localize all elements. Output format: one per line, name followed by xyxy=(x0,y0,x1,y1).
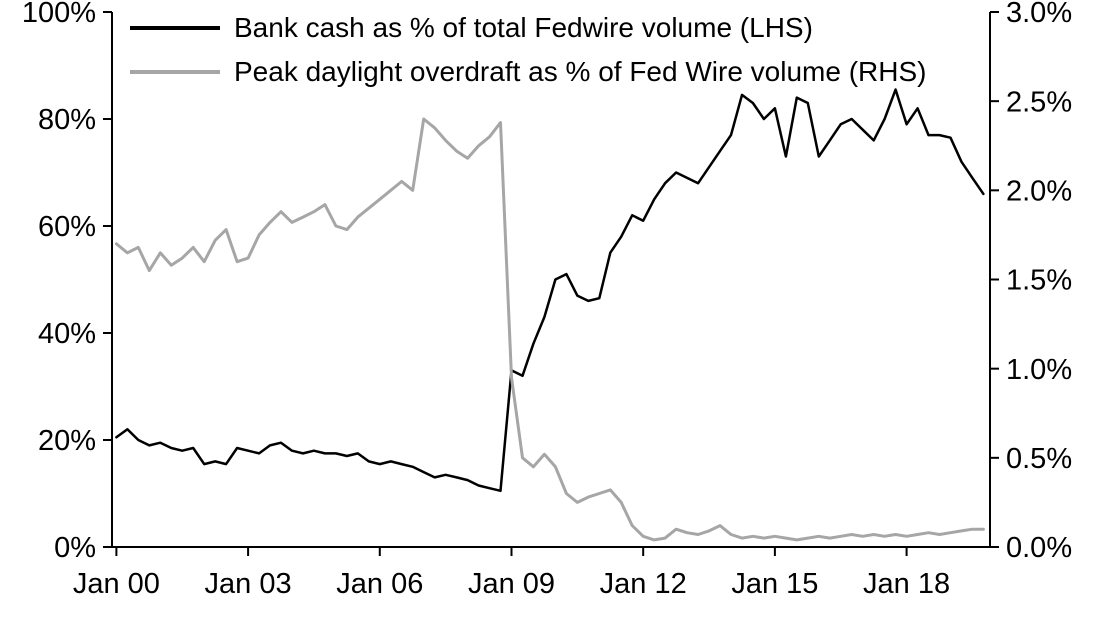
svg-text:60%: 60% xyxy=(38,211,96,243)
svg-text:0.5%: 0.5% xyxy=(1006,443,1072,475)
svg-text:0%: 0% xyxy=(54,532,96,564)
svg-text:Jan 12: Jan 12 xyxy=(600,568,687,600)
black-line-swatch xyxy=(130,26,220,30)
svg-text:100%: 100% xyxy=(22,0,96,29)
svg-text:Jan 06: Jan 06 xyxy=(336,568,423,600)
svg-text:Jan 09: Jan 09 xyxy=(468,568,555,600)
svg-text:20%: 20% xyxy=(38,425,96,457)
svg-text:1.0%: 1.0% xyxy=(1006,354,1072,386)
legend: Bank cash as % of total Fedwire volume (… xyxy=(130,6,926,94)
svg-text:1.5%: 1.5% xyxy=(1006,265,1072,297)
svg-text:0.0%: 0.0% xyxy=(1006,532,1072,564)
svg-text:40%: 40% xyxy=(38,318,96,350)
svg-text:3.0%: 3.0% xyxy=(1006,0,1072,29)
legend-label-bank-cash: Bank cash as % of total Fedwire volume (… xyxy=(234,12,813,43)
svg-text:2.0%: 2.0% xyxy=(1006,175,1072,207)
svg-text:80%: 80% xyxy=(38,104,96,136)
legend-item-overdraft: Peak daylight overdraft as % of Fed Wire… xyxy=(130,50,926,94)
gray-line-swatch xyxy=(130,70,220,74)
svg-text:Jan 03: Jan 03 xyxy=(205,568,292,600)
legend-item-bank-cash: Bank cash as % of total Fedwire volume (… xyxy=(130,6,926,50)
svg-text:Jan 15: Jan 15 xyxy=(731,568,818,600)
svg-text:Jan 18: Jan 18 xyxy=(863,568,950,600)
svg-text:2.5%: 2.5% xyxy=(1006,86,1072,118)
svg-text:Jan 00: Jan 00 xyxy=(73,568,160,600)
legend-label-overdraft: Peak daylight overdraft as % of Fed Wire… xyxy=(234,56,927,87)
